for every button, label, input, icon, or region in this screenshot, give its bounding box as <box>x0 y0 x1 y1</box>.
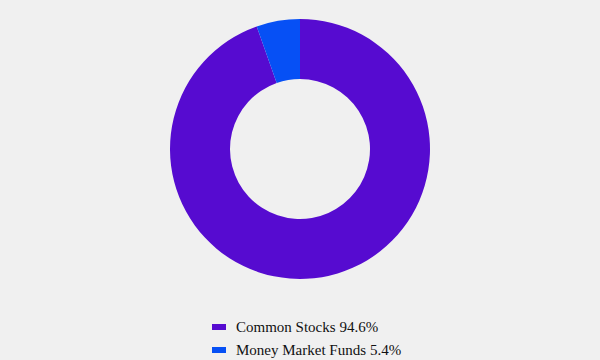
slice <box>257 19 300 83</box>
slice <box>170 19 430 279</box>
legend: Common Stocks94.6% Money Market Funds5.4% <box>212 319 401 358</box>
legend-swatch <box>212 347 226 353</box>
chart: Common Stocks94.6% Money Market Funds5.4% <box>0 0 600 360</box>
slices <box>170 19 430 279</box>
background <box>0 0 600 360</box>
legend-swatch <box>212 324 226 330</box>
legend-item: Common Stocks94.6% <box>212 319 378 335</box>
legend-category: Common Stocks <box>236 319 336 335</box>
legend-label: Money Market Funds5.4% <box>236 342 401 358</box>
legend-label: Common Stocks94.6% <box>236 319 378 335</box>
legend-value: 94.6% <box>340 319 379 335</box>
legend-value: 5.4% <box>370 342 401 358</box>
legend-category: Money Market Funds <box>236 342 366 358</box>
legend-item: Money Market Funds5.4% <box>212 342 401 358</box>
